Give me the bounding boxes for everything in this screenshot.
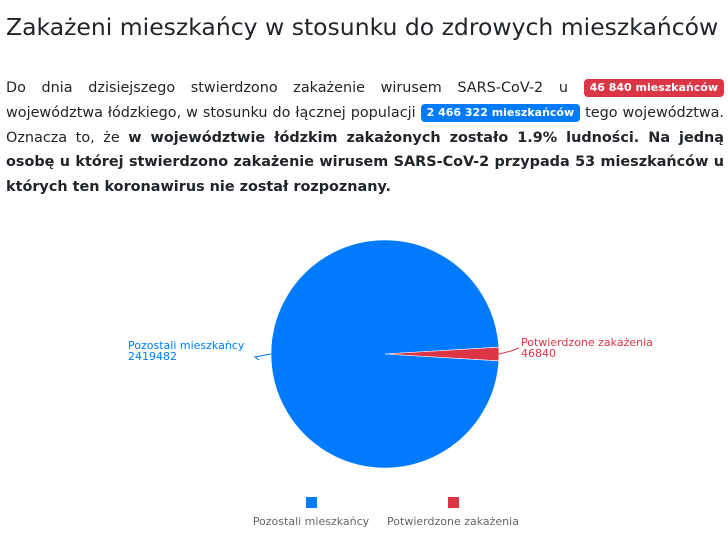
population-badge: 2 466 322 mieszkańców — [420, 103, 581, 122]
intro-summary-bold: w województwie łódzkim zakażonych został… — [6, 129, 724, 196]
slice-label-value-pozostali-mieszkancy: 2419482 — [128, 350, 177, 363]
intro-paragraph: Do dnia dzisiejszego stwierdzono zakażen… — [6, 76, 724, 200]
legend-swatch-potwierdzone-zakazenia — [448, 497, 459, 508]
intro-text-1: Do dnia dzisiejszego stwierdzono zakażen… — [6, 80, 584, 96]
pie-slice-potwierdzone-zakazenia — [384, 346, 500, 362]
chart-legend: Pozostali mieszkańcy Potwierdzone zakażen… — [253, 497, 519, 528]
pie-slices — [270, 239, 500, 469]
pie-chart: Pozostali mieszkańcy2419482Potwierdzone … — [128, 239, 653, 528]
legend-swatch-pozostali-mieszkancy — [306, 497, 317, 508]
slice-label-value-potwierdzone-zakazenia: 46840 — [521, 347, 556, 360]
intro-text-2: województwa łódzkiego, w stosunku do łąc… — [6, 104, 421, 121]
slice-label-name-potwierdzone-zakazenia: Potwierdzone zakażenia — [521, 336, 653, 349]
legend-label-potwierdzone-zakazenia[interactable]: Potwierdzone zakażenia — [387, 515, 519, 528]
legend-label-pozostali-mieszkancy[interactable]: Pozostali mieszkańcy — [253, 515, 370, 528]
leader-line-potwierdzone-zakazenia — [498, 347, 520, 355]
infected-count-badge: 46 840 mieszkańców — [583, 79, 724, 97]
slice-label-name-pozostali-mieszkancy: Pozostali mieszkańcy — [128, 339, 245, 352]
page-title: Zakażeni mieszkańcy w stosunku do zdrowy… — [6, 13, 719, 41]
leader-line-pozostali-mieszkancy — [253, 353, 272, 361]
pie-slice-pozostali-mieszkancy — [270, 239, 500, 469]
intro-text-3: tego województwa. Oznacza to, że — [6, 104, 725, 146]
